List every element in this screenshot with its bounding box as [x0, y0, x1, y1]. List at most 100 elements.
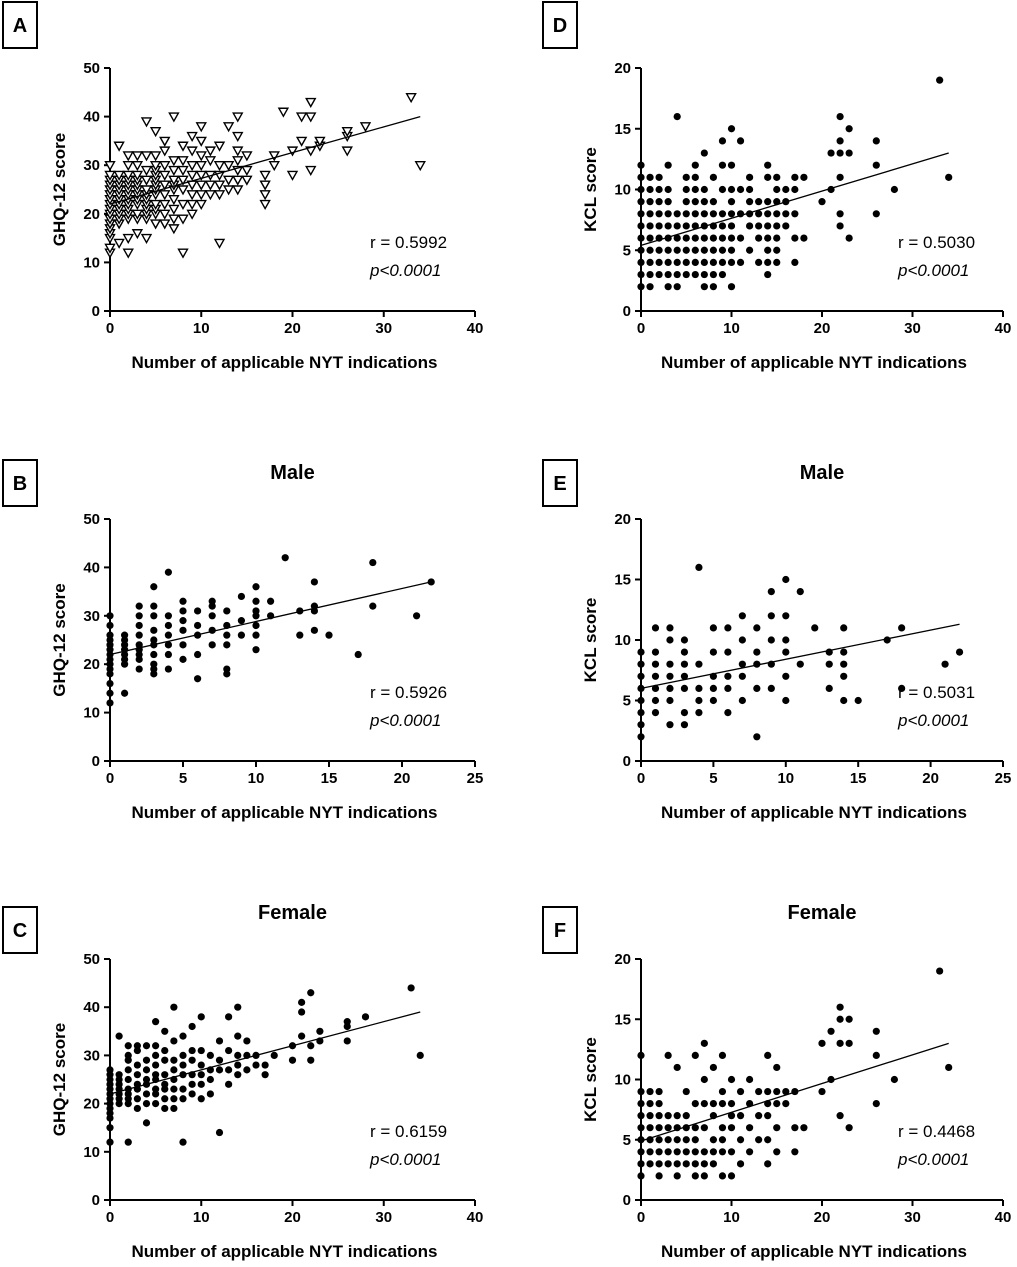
data-point	[709, 648, 718, 656]
data-point	[709, 696, 718, 705]
data-point	[724, 648, 732, 656]
data-point	[691, 270, 699, 279]
data-point	[691, 1100, 699, 1108]
data-point	[124, 1042, 132, 1050]
x-tick-label: 30	[904, 1209, 921, 1226]
data-point	[359, 122, 372, 133]
y-tick-label: 30	[83, 608, 100, 625]
data-point	[773, 222, 781, 230]
data-point	[369, 558, 377, 567]
data-point	[755, 258, 763, 266]
data-point	[718, 1172, 727, 1180]
data-point	[700, 1172, 708, 1180]
data-point	[727, 198, 736, 206]
data-point	[152, 1051, 160, 1059]
data-point	[213, 141, 226, 152]
data-point	[646, 173, 654, 181]
data-point	[709, 173, 718, 181]
data-point	[664, 198, 672, 206]
data-point	[164, 568, 172, 576]
data-point	[305, 112, 317, 123]
data-point	[140, 185, 153, 196]
data-point	[177, 214, 189, 225]
data-point	[664, 1051, 672, 1059]
data-point	[369, 602, 377, 610]
data-point	[186, 190, 198, 201]
data-point	[637, 696, 645, 705]
data-point	[836, 149, 844, 157]
data-point	[179, 1085, 187, 1093]
data-point	[872, 1027, 880, 1035]
data-point	[637, 660, 645, 668]
data-point	[179, 1051, 187, 1059]
data-point	[215, 1037, 224, 1045]
x-axis-label: Number of applicable NYT indications	[661, 803, 967, 822]
data-point	[695, 660, 703, 668]
data-point	[764, 1160, 772, 1168]
data-point	[195, 151, 207, 162]
data-point	[179, 655, 187, 663]
data-point	[113, 170, 125, 181]
data-point	[637, 1160, 645, 1168]
x-tick-label: 0	[106, 1209, 114, 1226]
data-point	[142, 1090, 151, 1098]
data-point	[709, 198, 718, 206]
data-point	[124, 1066, 132, 1074]
data-point	[827, 149, 835, 157]
data-point	[655, 198, 663, 206]
data-point	[637, 1136, 645, 1144]
data-point	[791, 185, 799, 194]
data-point	[773, 258, 781, 266]
data-point	[307, 1056, 315, 1064]
data-point	[140, 233, 153, 245]
data-point	[718, 210, 727, 218]
data-point	[691, 1051, 699, 1059]
data-point	[840, 624, 848, 632]
data-point	[150, 650, 158, 659]
data-point	[232, 146, 244, 157]
data-point	[682, 1148, 690, 1156]
data-point	[637, 270, 645, 279]
data-point	[122, 233, 134, 245]
data-point	[955, 648, 964, 656]
data-point	[700, 246, 708, 254]
data-point	[709, 210, 718, 218]
data-point	[673, 270, 681, 279]
data-point	[718, 1100, 727, 1108]
data-point	[252, 607, 260, 615]
data-point	[691, 198, 699, 206]
data-point	[637, 173, 645, 181]
data-point	[673, 1063, 681, 1072]
data-point	[106, 621, 114, 630]
data-point	[682, 234, 690, 242]
data-point	[646, 1124, 654, 1132]
data-point	[232, 112, 244, 123]
data-point	[188, 1022, 196, 1031]
correlation-r-label: r = 0.5030	[898, 233, 975, 252]
data-point	[680, 709, 689, 717]
data-point	[845, 1015, 853, 1023]
panel-letter: C	[13, 920, 27, 942]
data-point	[872, 1051, 880, 1059]
x-tick-label: 0	[637, 1209, 645, 1226]
data-point	[168, 204, 180, 215]
x-axis-label: Number of applicable NYT indications	[661, 1242, 967, 1261]
y-tick-label: 10	[614, 632, 631, 649]
data-point	[131, 170, 144, 181]
data-point	[179, 1032, 187, 1040]
data-point	[237, 631, 245, 639]
data-point	[152, 1100, 160, 1108]
panel-letter-box	[542, 1, 578, 49]
data-point	[310, 626, 318, 634]
data-point	[281, 554, 289, 562]
data-point	[637, 198, 645, 206]
x-tick-label: 10	[193, 320, 210, 337]
data-point	[325, 631, 333, 639]
data-point	[194, 621, 202, 630]
x-axis-label: Number of applicable NYT indications	[131, 803, 437, 822]
data-point	[188, 1080, 196, 1088]
panel-f: F Female 0 5 10 15 20 0 10 20 30 40 Number of applic…	[542, 902, 1011, 1261]
x-axis-label: Number of applicable NYT indications	[131, 1242, 437, 1261]
data-point	[727, 246, 736, 254]
